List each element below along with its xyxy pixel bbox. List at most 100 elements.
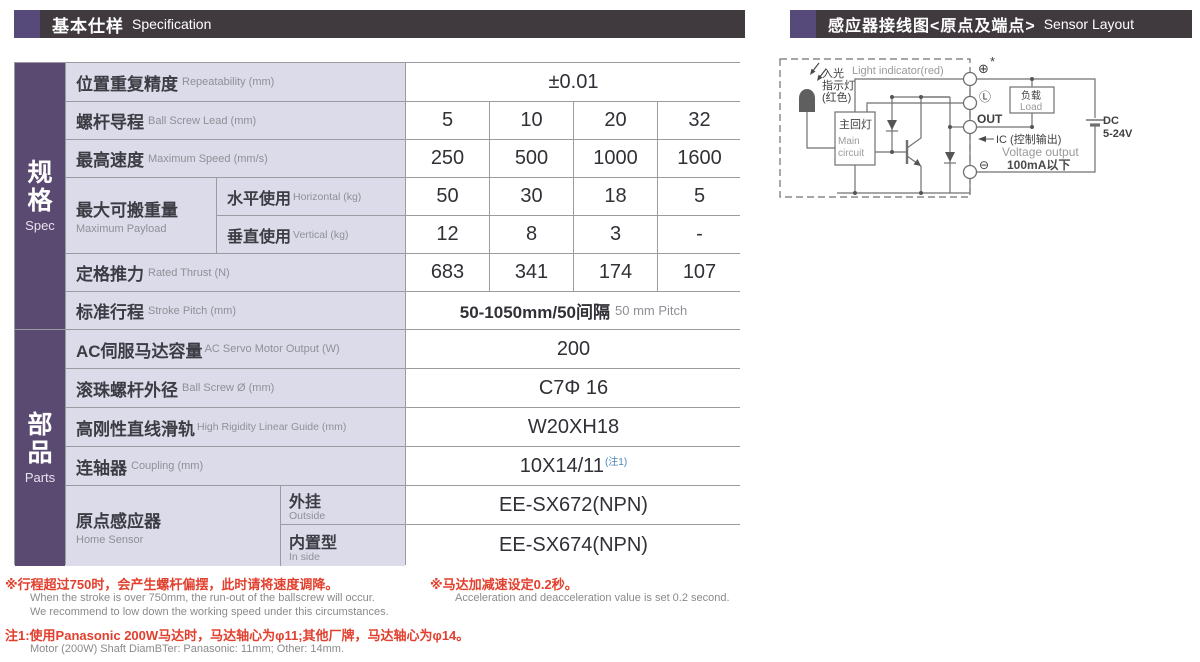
ic-arrow-icon [978, 136, 986, 142]
header-title-zh: 基本仕样 [52, 16, 124, 36]
section-header-specification: 基本仕样 Specification [14, 10, 745, 38]
header-bar: 感应器接线图<原点及端点> Sensor Layout [816, 10, 1192, 38]
payload-v-value: - [658, 216, 741, 253]
load-label-zh: 负载 [1021, 89, 1041, 102]
label-en: Repeatability (mm) [182, 76, 275, 88]
section-spec-en: Spec [25, 218, 55, 233]
repeatability-value: ±0.01 [406, 63, 741, 101]
row-repeatability-label: 位置重复精度 Repeatability (mm) [66, 63, 405, 101]
label-en: Stroke Pitch (mm) [148, 304, 237, 317]
light-in-label-3: (红色) [822, 90, 851, 104]
home-sensor-outside-label: 外挂 Outside [281, 486, 405, 524]
payload-v-value: 3 [574, 216, 657, 253]
accent-square [14, 10, 40, 38]
label-zh: 水平使用 [227, 190, 292, 208]
row-stroke-label: 标准行程 Stroke Pitch (mm) [66, 292, 405, 329]
terminal-circles [962, 71, 978, 180]
voltage-output-label: Voltage output [1002, 145, 1079, 159]
dc-voltage-label: 5-24V [1103, 128, 1133, 140]
section-spec: 规格 Spec [15, 63, 65, 329]
lead-value: 32 [658, 102, 741, 139]
screw-od-value: C7Φ 16 [406, 369, 741, 407]
light-in-label-2: 指示灯 [822, 78, 855, 92]
section-parts-zh: 部品 [27, 411, 53, 467]
thrust-value: 107 [658, 254, 741, 291]
ic-output-label: IC (控制输出) [996, 132, 1061, 146]
home-sensor-inside-label: 内置型 In side [281, 525, 405, 566]
row-payload-horizontal-label: 水平使用 Horizontal (kg) [217, 178, 405, 215]
row-speed-label: 最高速度 Maximum Speed (mm/s) [66, 140, 405, 177]
terminal-minus-label: ⊖ [979, 158, 989, 172]
label-en: Maximum Speed (mm/s) [148, 152, 268, 165]
accent-square [790, 10, 816, 38]
label-en: Vertical (kg) [293, 228, 349, 241]
label-en: Coupling (mm) [131, 460, 204, 472]
label-en: AC Servo Motor Output (W) [204, 343, 340, 355]
label-zh: 外挂 [289, 494, 322, 511]
label-zh: 最大可搬重量 [76, 201, 178, 220]
header-title-en: Sensor Layout [1043, 16, 1134, 32]
label-en: Horizontal (kg) [293, 190, 362, 203]
home-sensor-block: 原点感应器 Home Sensor 外挂 Outside 内置型 In side [66, 486, 405, 566]
footnote-stroke-warning-zh: ※行程超过750时，会产生螺杆偏摆，此时请将速度调降。 [5, 577, 339, 592]
section-parts-en: Parts [24, 470, 56, 485]
payload-h-value: 50 [406, 178, 489, 215]
guide-value: W20XH18 [406, 408, 741, 446]
row-payload-label: 最大可搬重量 Maximum Payload [66, 178, 216, 253]
label-en: Home Sensor [76, 533, 144, 546]
footnote-stroke-warning-en2: We recommend to low down the working spe… [30, 606, 389, 618]
label-en: Maximum Payload [76, 223, 167, 235]
sensor-wiring-diagram: 入光 指示灯 (红色) Light indicator(red) 主回灯 Mai… [778, 52, 1188, 202]
stroke-value-zh: 50-1050mm/50间隔 [459, 303, 610, 322]
label-zh: 标准行程 [76, 303, 144, 322]
label-zh: 螺杆导程 [76, 113, 144, 132]
footnote-stroke-warning-en1: When the stroke is over 750mm, the run-o… [30, 592, 375, 604]
coupling-value: 10X14/11 (注1) [406, 447, 741, 485]
current-limit-label: 100mA以下 [1007, 158, 1070, 172]
header-title-zh: 感应器接线图<原点及端点> [828, 18, 1036, 35]
spec-table: 规格 Spec 部品 Parts 位置重复精度 Repeatability (m… [14, 62, 741, 566]
label-en: Outside [289, 510, 326, 522]
main-circuit-en1: Main [838, 136, 860, 147]
label-zh: 原点感应器 [76, 511, 161, 531]
label-zh: 高刚性直线滑轨 [76, 419, 195, 439]
payload-v-value: 12 [406, 216, 489, 253]
footnote-accel-zh: ※马达加减速设定0.2秒。 [430, 577, 578, 592]
stroke-value: 50-1050mm/50间隔 50 mm Pitch [406, 292, 741, 329]
footnote-accel-en: Acceleration and deacceleration value is… [455, 592, 730, 604]
section-header-sensor-layout: 感应器接线图<原点及端点> Sensor Layout [790, 10, 1192, 38]
speed-value: 500 [490, 140, 573, 177]
lead-value: 20 [574, 102, 657, 139]
row-guide-label: 高刚性直线滑轨 High Rigidity Linear Guide (mm) [66, 408, 405, 446]
footnote-motor-shaft-zh: 注1:使用Panasonic 200W马达时，马达轴心为φ11;其他厂牌，马达轴… [5, 628, 470, 643]
lead-value: 10 [490, 102, 573, 139]
terminal-plus-label: ⊕ [978, 61, 989, 76]
zener-diode-icon [887, 120, 955, 166]
coupling-note-sup: (注1) [604, 456, 628, 468]
label-zh: 滚珠螺杆外径 [76, 380, 178, 400]
payload-h-value: 18 [574, 178, 657, 215]
terminal-star: * [990, 54, 995, 69]
payload-v-value: 8 [490, 216, 573, 253]
label-en: Ball Screw Ø (mm) [182, 382, 275, 394]
main-circuit-en2: circuit [838, 148, 864, 159]
main-circuit-zh: 主回灯 [839, 118, 872, 131]
row-thrust-label: 定格推力 Rated Thrust (N) [66, 254, 405, 291]
led-icon [799, 89, 815, 112]
header-bar: 基本仕样 Specification [40, 10, 745, 38]
thrust-value: 341 [490, 254, 573, 291]
speed-value: 1600 [658, 140, 741, 177]
label-en: High Rigidity Linear Guide (mm) [197, 421, 347, 433]
lead-value: 5 [406, 102, 489, 139]
thrust-value: 683 [406, 254, 489, 291]
label-zh: 内置型 [289, 534, 338, 552]
payload-h-value: 30 [490, 178, 573, 215]
speed-value: 1000 [574, 140, 657, 177]
wiring-diagram-svg: 入光 指示灯 (红色) Light indicator(red) 主回灯 Mai… [779, 54, 1133, 198]
junction-dots [853, 77, 1034, 195]
motor-value: 200 [406, 330, 741, 368]
row-motor-label: AC伺服马达容量 AC Servo Motor Output (W) [66, 330, 405, 368]
label-en: Rated Thrust (N) [148, 266, 230, 279]
label-en: Ball Screw Lead (mm) [148, 114, 257, 127]
row-screw-od-label: 滚珠螺杆外径 Ball Screw Ø (mm) [66, 369, 405, 407]
